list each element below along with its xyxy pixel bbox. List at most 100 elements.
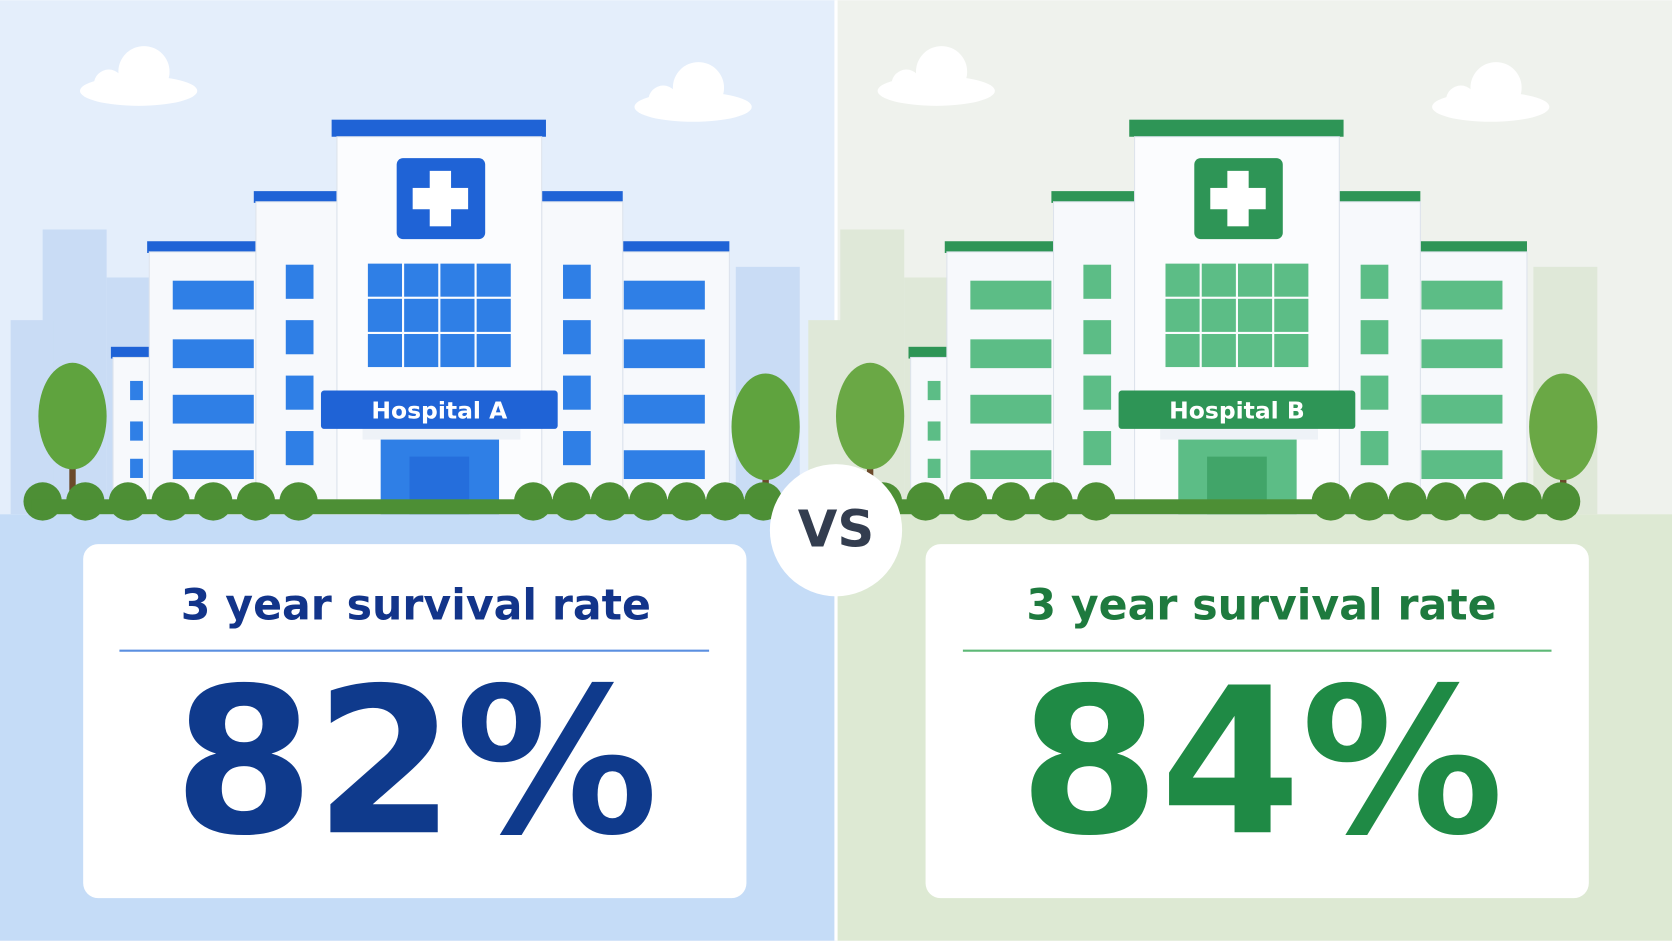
roof	[1129, 119, 1344, 137]
window	[623, 394, 705, 424]
window	[404, 263, 439, 297]
window	[367, 263, 403, 297]
roof	[253, 191, 337, 203]
metric-value: 84%	[1019, 644, 1504, 880]
window	[1274, 298, 1309, 332]
tree	[1529, 373, 1598, 481]
window	[1083, 375, 1112, 410]
roof	[147, 241, 256, 253]
window	[927, 458, 941, 478]
window	[440, 298, 475, 332]
window	[476, 263, 511, 297]
window	[970, 339, 1052, 369]
sign	[320, 390, 558, 429]
window	[285, 264, 314, 299]
tree	[731, 373, 800, 481]
window	[623, 450, 705, 480]
cloud	[891, 69, 922, 100]
window	[1201, 334, 1236, 368]
window	[440, 334, 475, 368]
window	[476, 334, 511, 368]
entrance-canopy	[1160, 426, 1318, 440]
entrance-canopy	[362, 426, 521, 440]
window	[1360, 375, 1389, 410]
sign	[1118, 390, 1356, 429]
window	[1238, 298, 1273, 332]
window	[172, 280, 254, 310]
wing	[1338, 201, 1421, 515]
cloud	[118, 46, 170, 98]
window	[440, 263, 475, 297]
metric-label: 3 year survival rate	[1026, 581, 1496, 631]
tree	[38, 362, 107, 470]
hospital-name: Hospital A	[371, 396, 508, 424]
window	[563, 264, 591, 299]
roof	[1337, 191, 1421, 203]
cloud	[1445, 85, 1476, 116]
window	[1165, 334, 1200, 368]
window	[970, 450, 1052, 480]
window	[623, 280, 705, 310]
roof	[1051, 191, 1135, 203]
window	[1083, 264, 1112, 299]
cloud	[93, 69, 124, 100]
cloud	[648, 85, 679, 116]
cross	[412, 187, 469, 210]
wing	[1052, 201, 1136, 515]
window	[1238, 263, 1273, 297]
cloud	[915, 46, 968, 98]
cloud	[672, 62, 725, 114]
tree	[836, 362, 905, 470]
window	[172, 450, 254, 480]
window	[1165, 298, 1200, 332]
ground-strip	[829, 499, 1577, 515]
window	[1421, 280, 1503, 310]
window	[404, 334, 439, 368]
window	[285, 431, 314, 466]
window	[1360, 431, 1389, 466]
metric-value: 82%	[173, 644, 658, 880]
roof	[110, 346, 152, 359]
window	[563, 320, 591, 355]
window	[623, 339, 705, 369]
cross	[1210, 187, 1266, 210]
window	[1083, 431, 1112, 466]
metric-label: 3 year survival rate	[181, 581, 651, 631]
hospital-name: Hospital B	[1169, 396, 1305, 424]
ground-strip	[31, 499, 779, 515]
window	[1360, 320, 1389, 355]
window	[1274, 263, 1309, 297]
window	[476, 298, 511, 332]
window	[172, 339, 254, 369]
window	[285, 375, 314, 410]
window	[1360, 264, 1389, 299]
roof	[944, 241, 1054, 253]
window	[1274, 334, 1309, 368]
window	[130, 421, 143, 441]
vs-text: VS	[798, 499, 874, 559]
window	[130, 380, 143, 401]
card	[83, 544, 747, 899]
window	[1421, 339, 1503, 369]
roof	[1418, 241, 1527, 253]
window	[1238, 334, 1273, 368]
window	[1165, 263, 1200, 297]
window	[404, 298, 439, 332]
window	[927, 421, 941, 441]
vs-badge	[769, 464, 903, 597]
window	[563, 431, 591, 466]
wing	[255, 201, 338, 515]
window	[367, 334, 403, 368]
window	[1421, 394, 1503, 424]
roof	[908, 346, 950, 359]
window	[1201, 263, 1236, 297]
wing	[541, 201, 624, 515]
card	[925, 544, 1589, 899]
window	[367, 298, 403, 332]
window	[563, 375, 591, 410]
window	[927, 380, 941, 401]
window	[1421, 450, 1503, 480]
roof	[620, 241, 730, 253]
